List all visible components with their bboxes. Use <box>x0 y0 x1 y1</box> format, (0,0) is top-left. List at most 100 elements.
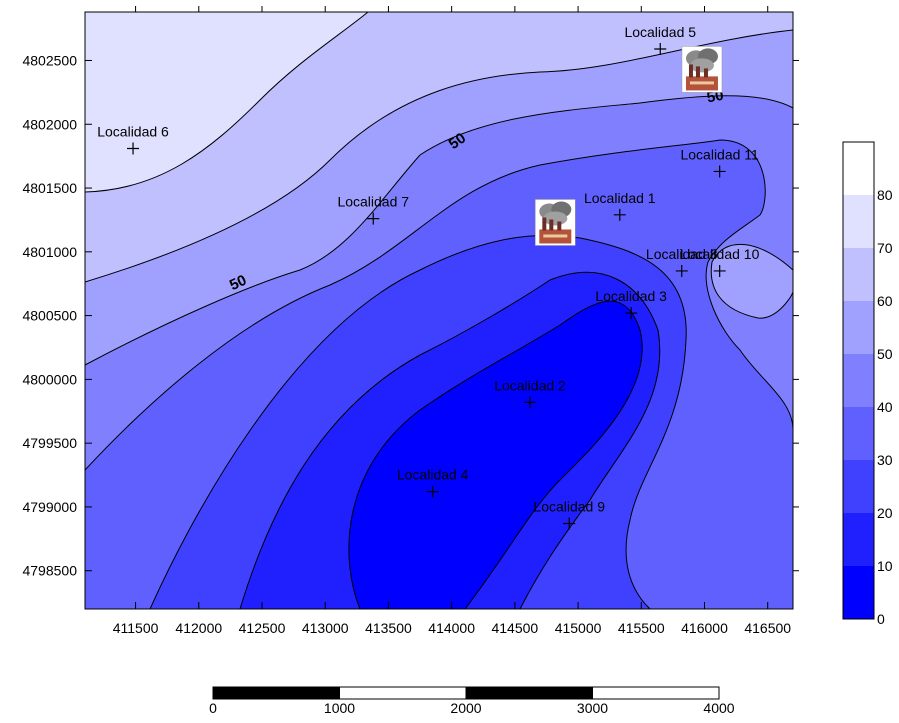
x-axis: 411500 412000 412500 413000 413500 414000 4145… <box>113 6 791 636</box>
y-tick-label: 4801000 <box>22 244 77 260</box>
site-marker: Localidad 11 <box>680 146 759 178</box>
site-label: Localidad 8 <box>646 246 718 262</box>
x-tick-label: 413000 <box>302 620 349 636</box>
site-label: Localidad 2 <box>494 377 566 393</box>
site-label: Localidad 6 <box>97 123 169 139</box>
colorbar-swatch <box>843 513 874 566</box>
contour-60 <box>85 29 793 283</box>
scale-bar-segment <box>592 686 720 700</box>
colorbar-tick-label: 60 <box>877 293 893 309</box>
cross-icon <box>524 396 537 409</box>
colorbar-tick-label: 30 <box>877 452 893 468</box>
scale-bar-segment <box>465 686 593 700</box>
y-axis: 4802500 4802000 4801500 4801000 4800500 48000… <box>22 52 799 579</box>
factory-icon <box>681 46 723 93</box>
colorbar: 0 10 20 30 40 50 60 70 80 <box>842 141 893 627</box>
site-label: Localidad 3 <box>595 288 667 304</box>
factory-icon <box>535 199 576 246</box>
factories <box>535 46 723 246</box>
site-label: Localidad 7 <box>337 194 409 210</box>
contour-bands <box>85 12 793 609</box>
scale-bar-label: 4000 <box>703 700 734 716</box>
cross-icon <box>675 264 688 277</box>
cross-icon <box>613 208 626 221</box>
site-marker: Localidad 1 <box>584 190 656 221</box>
site-label: Localidad 10 <box>680 246 760 262</box>
scale-bar-label: 2000 <box>450 700 481 716</box>
colorbar-swatch <box>843 248 874 301</box>
scale-bar-label: 1000 <box>324 700 355 716</box>
y-tick-label: 4800000 <box>22 371 77 387</box>
y-tick-label: 4802000 <box>22 116 77 132</box>
contour-70 <box>85 12 369 193</box>
plot-frame <box>84 11 794 610</box>
cross-icon <box>367 212 380 225</box>
colorbar-swatch <box>843 142 874 195</box>
site-marker: Localidad 2 <box>494 377 566 409</box>
site-marker: Localidad 9 <box>533 499 605 530</box>
contour-10 <box>348 300 643 609</box>
contour-20 <box>239 271 661 609</box>
x-tick-label: 414500 <box>491 620 538 636</box>
sites: Localidad 1 Localidad 2 Localidad 3 Localid… <box>97 24 760 530</box>
colorbar-frame <box>842 141 875 620</box>
x-tick-label: 416500 <box>744 620 791 636</box>
y-tick-label: 4799000 <box>22 499 77 515</box>
site-label: Localidad 5 <box>624 24 696 40</box>
scale-bar-segment <box>339 686 467 700</box>
colorbar-swatch <box>843 301 874 354</box>
scale-bar-label: 0 <box>209 700 217 716</box>
contour-40 <box>85 139 793 471</box>
site-label: Localidad 1 <box>584 190 656 206</box>
site-marker: Localidad 10 <box>680 246 760 277</box>
scale-bar-segment <box>212 686 340 700</box>
cross-icon <box>654 42 667 55</box>
y-tick-label: 4800500 <box>22 308 77 324</box>
cross-icon <box>426 485 439 498</box>
contour-50 <box>85 95 793 366</box>
site-marker: Localidad 3 <box>595 288 667 320</box>
colorbar-tick-label: 50 <box>877 346 893 362</box>
site-marker: Localidad 7 <box>337 194 409 225</box>
x-tick-label: 412500 <box>239 620 286 636</box>
cross-icon <box>713 165 726 178</box>
y-tick-label: 4799500 <box>22 435 77 451</box>
site-label: Localidad 9 <box>533 499 605 515</box>
x-tick-label: 412000 <box>175 620 222 636</box>
contour-label: 50 <box>446 130 469 153</box>
site-label: Localidad 11 <box>680 146 759 162</box>
contour-label: 50 <box>227 272 249 294</box>
site-marker: Localidad 8 <box>646 246 718 277</box>
scale-bar: 0 1000 2000 3000 4000 <box>209 686 735 716</box>
y-tick-label: 4801500 <box>22 180 77 196</box>
colorbar-tick-label: 0 <box>877 611 885 627</box>
colorbar-swatch <box>843 354 874 407</box>
colorbar-swatch <box>843 460 874 513</box>
colorbar-tick-label: 40 <box>877 399 893 415</box>
y-tick-label: 4798500 <box>22 563 77 579</box>
colorbar-tick-label: 70 <box>877 240 893 256</box>
site-marker: Localidad 4 <box>397 467 469 498</box>
contour-50-loop <box>710 243 793 319</box>
cross-icon <box>625 307 638 320</box>
scale-bar-label: 3000 <box>577 700 608 716</box>
colorbar-swatch <box>843 195 874 248</box>
x-tick-label: 416000 <box>681 620 728 636</box>
cross-icon <box>127 142 140 155</box>
colorbar-tick-label: 10 <box>877 558 893 574</box>
colorbar-tick-label: 20 <box>877 505 893 521</box>
cross-icon <box>713 264 726 277</box>
colorbar-swatch <box>843 566 874 619</box>
x-tick-label: 415000 <box>555 620 602 636</box>
contour-lines <box>85 12 793 609</box>
x-tick-label: 411500 <box>113 620 159 636</box>
colorbar-tick-label: 80 <box>877 187 893 203</box>
x-tick-label: 414000 <box>428 620 475 636</box>
site-marker: Localidad 5 <box>624 24 696 55</box>
x-tick-label: 413500 <box>365 620 412 636</box>
band-0-10 <box>348 301 643 609</box>
site-label: Localidad 4 <box>397 467 469 483</box>
cross-icon <box>563 517 576 530</box>
y-tick-label: 4802500 <box>22 52 77 68</box>
